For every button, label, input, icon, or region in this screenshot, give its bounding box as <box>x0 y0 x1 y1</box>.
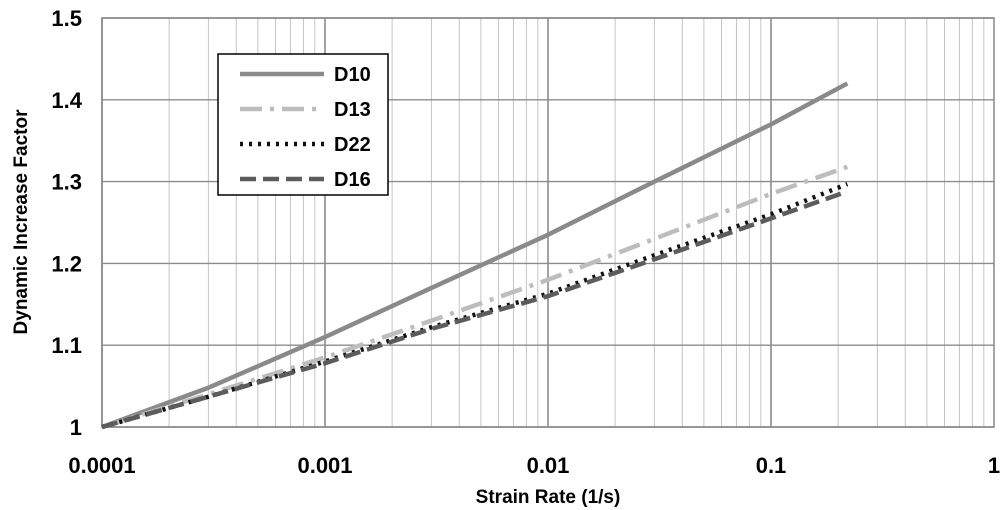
y-tick-label: 1 <box>70 415 82 440</box>
y-tick-label: 1.3 <box>51 170 82 195</box>
y-tick-label: 1.4 <box>51 88 82 113</box>
y-axis-ticks: 1 1.1 1.2 1.3 1.4 1.5 <box>51 6 82 440</box>
series-line-d16 <box>101 189 849 430</box>
plot-frame <box>101 17 995 428</box>
y-tick-label: 1.1 <box>51 333 82 358</box>
x-tick-label: 0.1 <box>756 453 787 478</box>
legend-label-d16: D16 <box>334 169 371 191</box>
y-tick-label: 1.5 <box>51 6 82 31</box>
series-line-d10 <box>101 81 849 430</box>
x-tick-label: 1 <box>988 453 1000 478</box>
legend-label-d10: D10 <box>334 64 371 86</box>
x-axis-title: Strain Rate (1/s) <box>476 487 621 508</box>
legend-label-d22: D22 <box>334 134 371 156</box>
legend: D10 D13 D22 D16 <box>217 53 389 196</box>
y-tick-label: 1.2 <box>51 251 82 276</box>
series-layer <box>101 81 849 430</box>
series-line-d13 <box>101 164 849 430</box>
legend-label-d13: D13 <box>334 99 371 121</box>
x-tick-label: 0.01 <box>527 453 570 478</box>
x-axis-ticks: 0.0001 0.001 0.01 0.1 1 <box>68 453 1000 478</box>
x-tick-label: 0.001 <box>297 453 352 478</box>
x-tick-label: 0.0001 <box>68 453 135 478</box>
legend-box <box>217 53 389 196</box>
y-axis-title: Dynamic Increase Factor <box>11 109 32 335</box>
